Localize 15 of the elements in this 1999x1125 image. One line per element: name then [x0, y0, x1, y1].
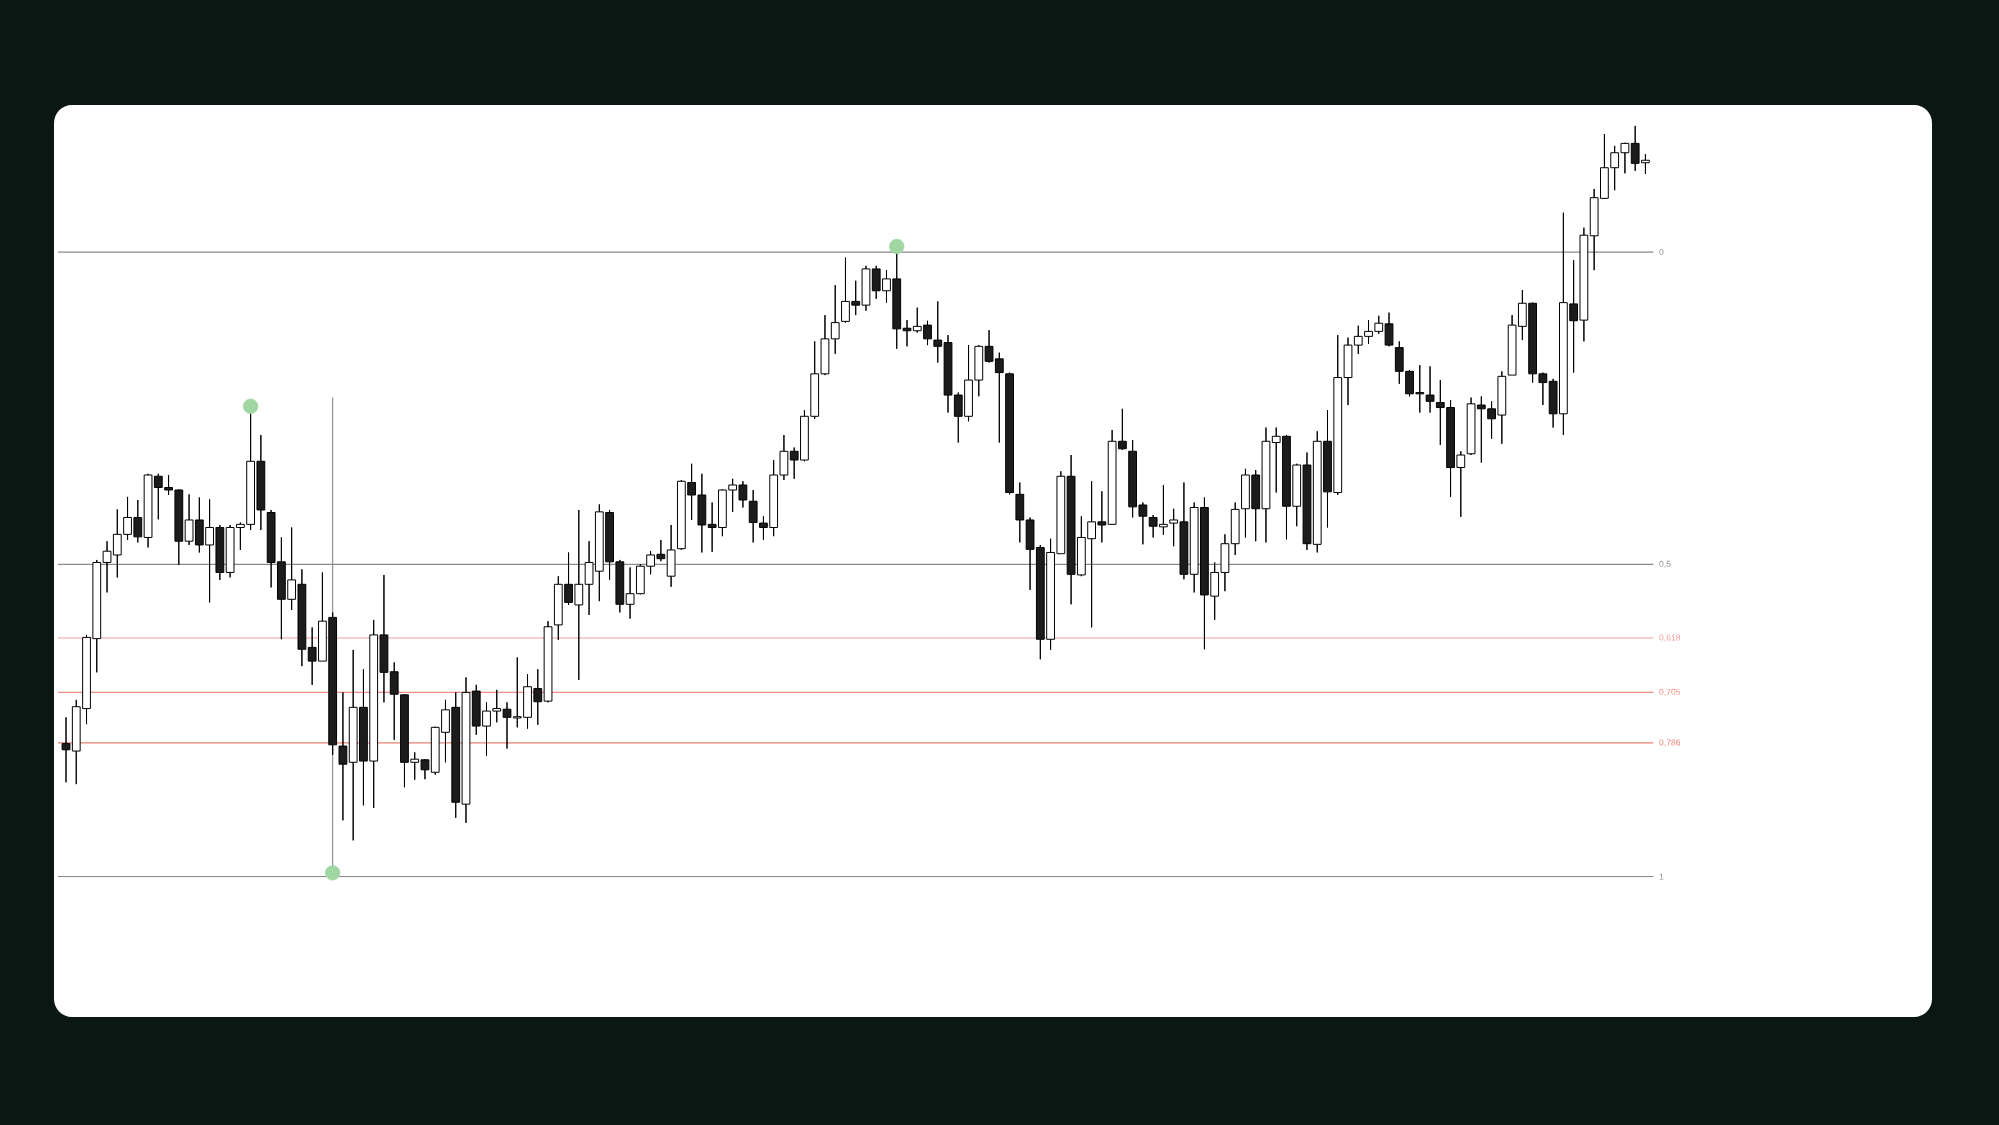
candlestick [666, 524, 676, 588]
candlestick [1425, 365, 1435, 414]
y-tick-label: 0 [1659, 249, 1664, 256]
candlestick [1005, 372, 1014, 495]
y-tick-label: 0,786 [1659, 739, 1681, 747]
y-tick-label: 0,618 [1659, 634, 1681, 642]
point [243, 398, 259, 414]
point [889, 238, 905, 255]
candlestick [1230, 501, 1240, 556]
candlestick [1015, 482, 1025, 543]
y-tick-label: 0,705 [1659, 688, 1681, 696]
point [325, 865, 341, 881]
y-tick-label: 1 [1659, 873, 1664, 880]
candlestick [338, 691, 348, 821]
y-tick-label: 0,5 [1659, 560, 1671, 568]
